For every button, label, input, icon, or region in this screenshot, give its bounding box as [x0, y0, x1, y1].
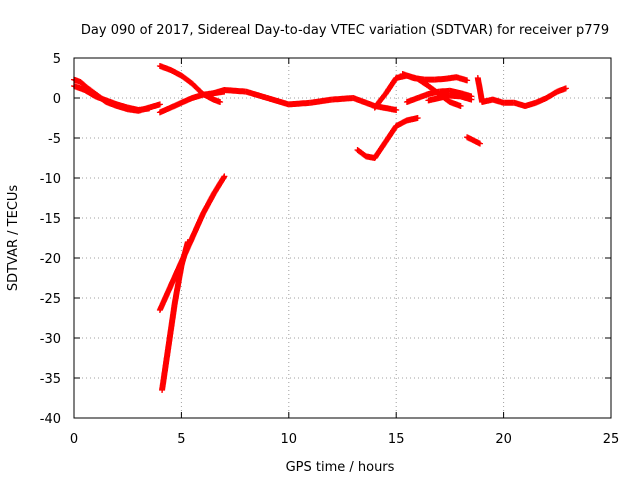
x-tick-label: 5 — [177, 432, 185, 447]
x-tick-label: 20 — [495, 432, 512, 447]
series-arc-4 — [156, 63, 224, 105]
x-tick-label: 15 — [388, 432, 405, 447]
y-axis-label: SDTVAR / TECUs — [6, 185, 21, 292]
series-arc-10 — [399, 71, 471, 84]
series-trace — [426, 92, 474, 104]
series-trace — [158, 63, 222, 105]
series-arc-14 — [474, 75, 569, 109]
y-tick-label: -40 — [40, 412, 61, 427]
x-tick-label: 10 — [281, 432, 298, 447]
series-arc-2 — [71, 83, 153, 113]
series-trace — [72, 83, 152, 113]
series-trace — [405, 87, 474, 105]
y-tick-label: 0 — [53, 92, 61, 107]
x-tick-label: 25 — [603, 432, 620, 447]
y-tick-label: -30 — [40, 332, 61, 347]
tick-labels: 0 5 10 15 20 25 5 0 -5 -10 -15 -20 -25 -30 -35 -40 — [40, 52, 620, 447]
series-arc-13 — [464, 134, 483, 147]
series-trace — [355, 115, 420, 161]
y-tick-label: -20 — [40, 252, 61, 267]
y-tick-label: -35 — [40, 372, 61, 387]
x-axis-label: GPS time / hours — [286, 460, 395, 475]
data-layer — [71, 63, 569, 393]
series-arc-12 — [425, 92, 475, 104]
plot-frame — [73, 57, 612, 419]
series-arc-11 — [403, 87, 475, 105]
series-trace — [159, 240, 191, 392]
y-tick-label: -5 — [48, 132, 61, 147]
x-tick-label: 0 — [70, 432, 78, 447]
y-tick-label: -10 — [40, 172, 61, 187]
series-trace — [475, 76, 568, 109]
ticks — [73, 57, 612, 419]
y-tick-label: 5 — [53, 52, 61, 67]
chart-title: Day 090 of 2017, Sidereal Day-to-day VTE… — [81, 23, 609, 38]
series-arc-6 — [159, 239, 191, 393]
series-arc-7 — [210, 87, 400, 113]
series-arc-8 — [354, 115, 421, 161]
series-trace — [465, 134, 482, 147]
series-trace — [400, 71, 469, 84]
y-tick-label: -15 — [40, 212, 61, 227]
y-tick-label: -25 — [40, 292, 61, 307]
